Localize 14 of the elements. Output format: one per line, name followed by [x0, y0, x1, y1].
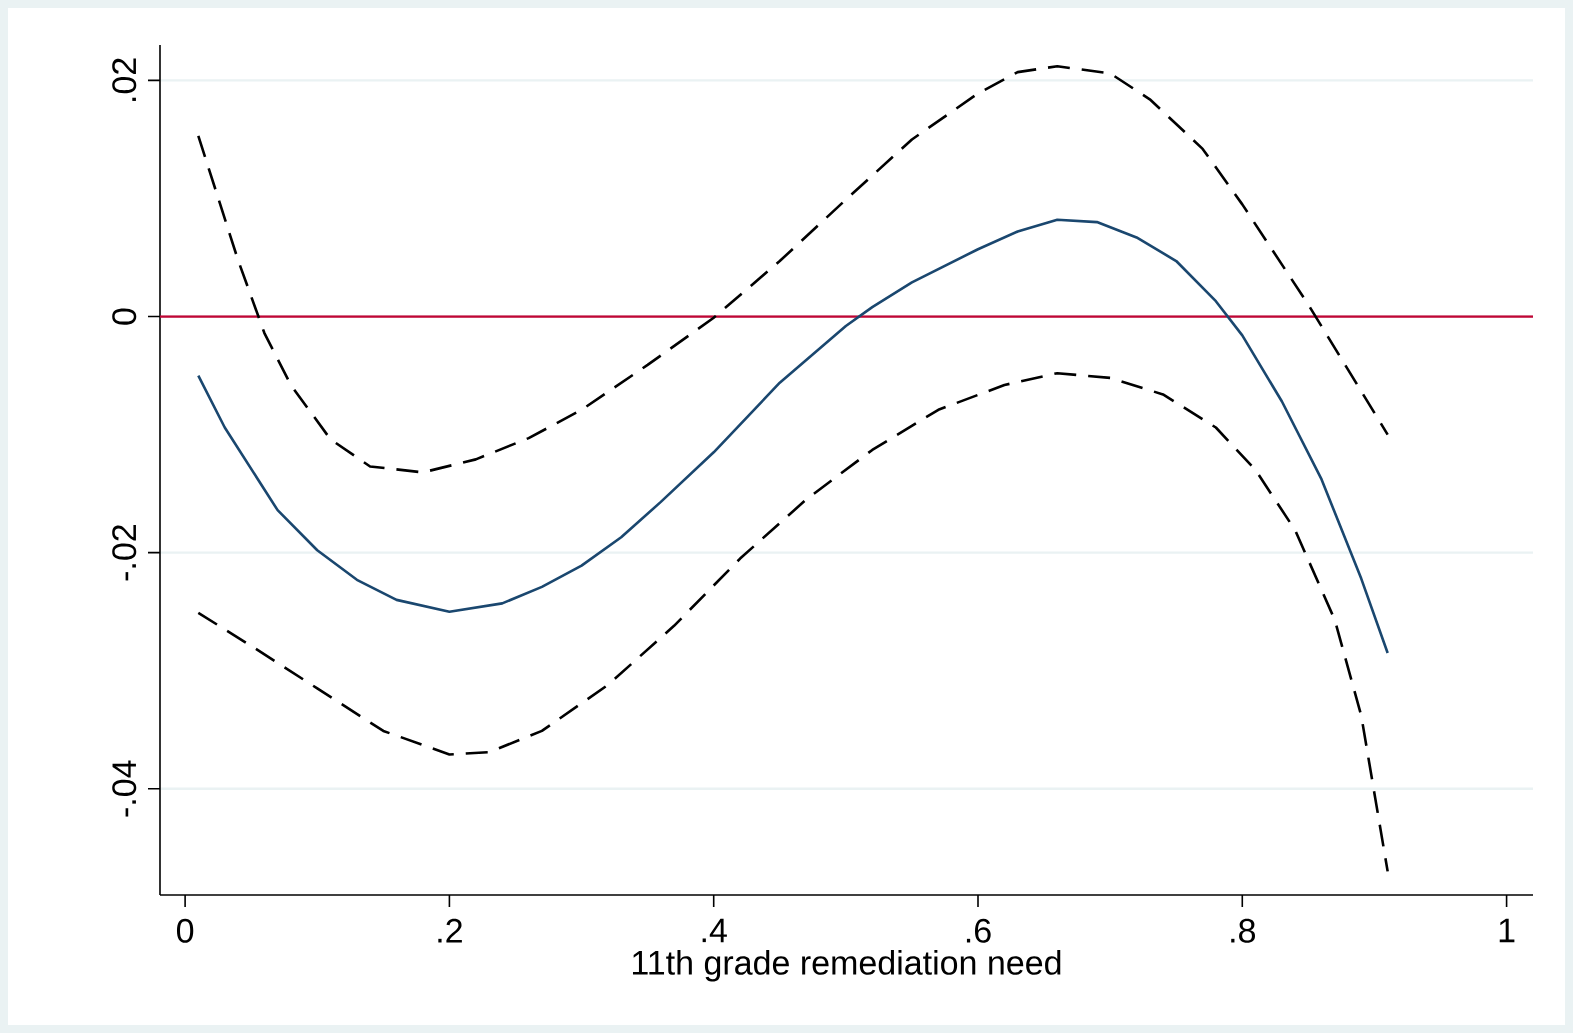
y-tick-label: -.04: [112, 760, 137, 817]
x-tick-label: .6: [966, 918, 991, 943]
x-tick-label: .4: [702, 918, 727, 943]
line-series: [197, 218, 1389, 655]
line-series: [197, 64, 1389, 474]
y-tick-label: .02: [112, 58, 137, 101]
x-tick-label: .2: [438, 918, 462, 943]
x-tick-label: 1: [1499, 918, 1515, 943]
x-axis-title: 11th grade remediation need: [632, 949, 1061, 982]
x-tick-label: 0: [176, 918, 194, 943]
y-tick-label: 0: [112, 308, 137, 325]
line-series: [197, 371, 1389, 873]
x-tick-label: .8: [1231, 918, 1256, 943]
y-tick-label: -.02: [112, 525, 137, 581]
